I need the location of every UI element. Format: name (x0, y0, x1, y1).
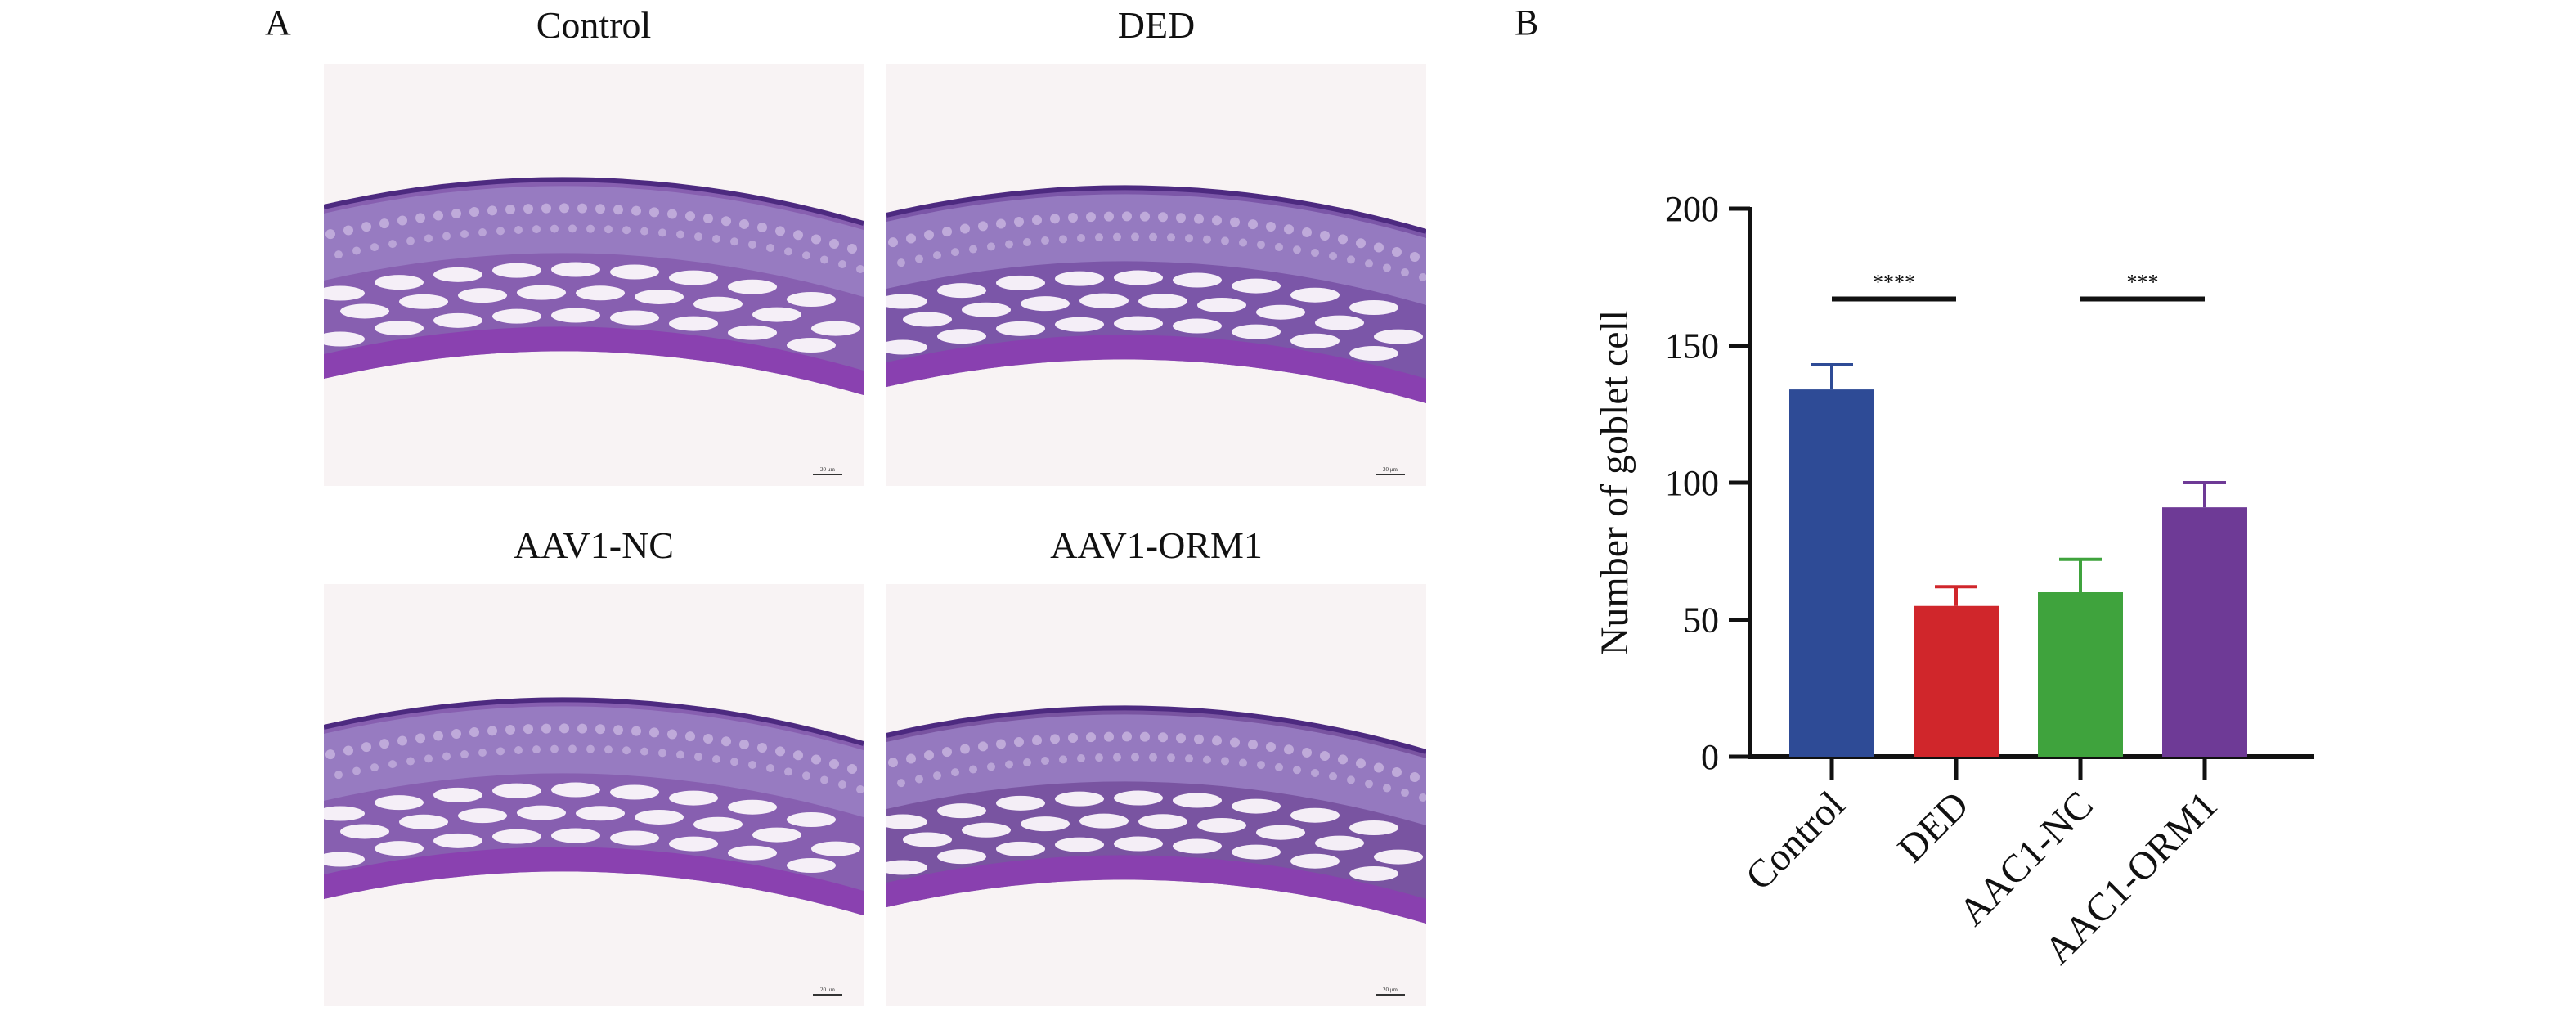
svg-text:20 μm: 20 μm (820, 466, 836, 473)
y-axis-label: Number of goblet cell (1593, 310, 1636, 656)
micrograph-title-ded: DED (1117, 4, 1196, 46)
svg-text:20 μm: 20 μm (1383, 987, 1398, 993)
micrograph-control: 20 μm (324, 64, 864, 486)
goblet-cell-bar-chart: 0 50 100 150 200 Number of goblet cell Control… (1593, 189, 2314, 973)
x-tick-label: Control (1738, 783, 1853, 898)
y-tick-label: 100 (1665, 463, 1719, 503)
significance-label: *** (2127, 271, 2159, 294)
micrograph-ded: 20 μm (886, 64, 1426, 486)
micrograph-title-aav1-nc: AAV1-NC (514, 524, 674, 566)
y-tick-label: 150 (1665, 326, 1719, 366)
micrograph-title-control: Control (536, 4, 652, 46)
x-tick-label: DED (1890, 783, 1977, 870)
y-tick-label: 50 (1683, 600, 1719, 641)
micrograph-title-aav1-orm1: AAV1-ORM1 (1050, 524, 1263, 566)
y-tick-label: 200 (1665, 189, 1719, 229)
bar-aac1-orm1 (2162, 507, 2247, 757)
bar-control (1789, 389, 1874, 757)
bar-aac1-nc (2038, 592, 2123, 757)
panel-a-label: A (265, 2, 291, 43)
bar-ded (1914, 605, 1999, 757)
y-tick-label: 0 (1701, 737, 1719, 777)
significance-label: **** (1873, 271, 1915, 294)
micrograph-aav1-nc: 20 μm (324, 584, 864, 1006)
svg-text:20 μm: 20 μm (1383, 466, 1398, 473)
micrograph-aav1-orm1: 20 μm (886, 584, 1426, 1006)
svg-text:20 μm: 20 μm (820, 987, 836, 993)
panel-b-label: B (1515, 2, 1539, 43)
